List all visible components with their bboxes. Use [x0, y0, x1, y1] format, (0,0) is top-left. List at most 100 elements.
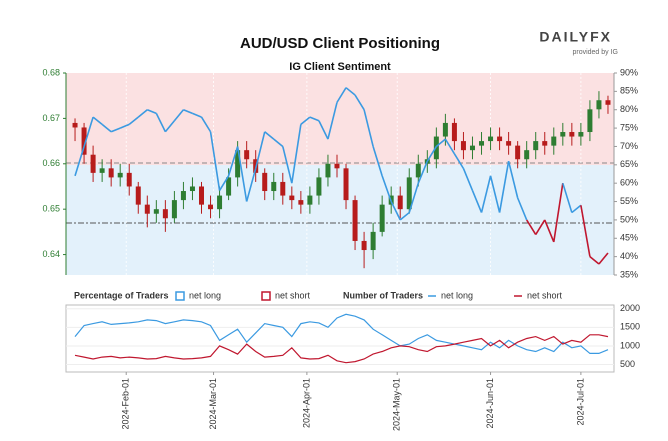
- candle-body: [298, 200, 304, 205]
- candle-body: [542, 141, 548, 146]
- candle-body: [334, 163, 340, 169]
- candle-body: [226, 177, 232, 196]
- pct-line-segment: [291, 124, 302, 184]
- pct-line-segment: [254, 131, 266, 169]
- candle-body: [352, 200, 358, 241]
- pct-line-segment: [462, 168, 474, 191]
- pct-line-segment: [571, 204, 582, 214]
- candle-body: [307, 195, 313, 205]
- candle-body: [235, 150, 241, 178]
- pct-line-segment: [544, 219, 555, 243]
- pct-line-segment: [318, 120, 329, 140]
- y-tick-label: 0.65: [42, 204, 60, 214]
- candle-body: [262, 172, 268, 192]
- pct-line-segment: [471, 190, 483, 213]
- candle-body: [171, 200, 177, 219]
- candle-body: [316, 177, 322, 196]
- pct-line-segment: [426, 146, 438, 162]
- chart-title: AUD/USD Client Positioning: [240, 35, 440, 52]
- candle-body: [469, 145, 475, 151]
- candle-body: [442, 122, 448, 137]
- x-tick-label: 2024-Feb-01: [121, 378, 131, 430]
- candle-body: [506, 141, 512, 146]
- pct-line-segment: [345, 87, 356, 96]
- pct-line-segment: [218, 175, 230, 191]
- candle-body: [198, 186, 204, 205]
- candle-body: [524, 150, 530, 160]
- pct-line-segment: [417, 160, 429, 184]
- candle-body: [406, 177, 412, 210]
- candle-body: [370, 231, 376, 251]
- pct-line-segment: [92, 116, 103, 126]
- candle-body: [108, 168, 114, 178]
- candle-body: [81, 127, 87, 155]
- candle-body: [289, 195, 295, 201]
- legend-swatch: [261, 291, 271, 301]
- pct-line-segment: [273, 138, 284, 148]
- candle-body: [479, 141, 485, 146]
- pct-line-segment: [444, 138, 456, 155]
- pct-line-segment: [498, 161, 510, 213]
- pct-line-segment: [372, 146, 383, 177]
- pct-line-segment: [227, 146, 239, 177]
- pct-line-segment: [336, 87, 347, 103]
- candle-body: [72, 122, 78, 128]
- candle-body: [153, 209, 159, 214]
- candle-body: [533, 141, 539, 151]
- candle-body: [144, 204, 150, 214]
- y2-tick-label: 55%: [620, 196, 638, 206]
- legend-title: Percentage of Traders: [74, 290, 169, 300]
- y2-tick-label: 75%: [620, 122, 638, 132]
- y2-tick-label: 50%: [620, 214, 638, 224]
- y-tick-label: 1000: [620, 340, 640, 350]
- pct-line-segment: [164, 120, 176, 133]
- pct-line-segment: [309, 116, 320, 122]
- pct-line-segment: [209, 131, 221, 191]
- pct-line-segment: [110, 127, 121, 133]
- x-tick-label: 2024-Jun-01: [485, 378, 495, 429]
- pct-line-segment: [128, 116, 139, 126]
- candle-body: [325, 163, 331, 178]
- legend-swatch: [175, 291, 185, 301]
- candle-body: [596, 100, 602, 110]
- candle-body: [90, 154, 96, 173]
- y2-tick-label: 80%: [620, 104, 638, 114]
- candle-body: [99, 168, 105, 173]
- y-tick-label: 500: [620, 359, 635, 369]
- pct-line-segment: [183, 108, 193, 115]
- y2-tick-label: 35%: [620, 269, 638, 279]
- x-tick-label: 2024-Apr-01: [301, 378, 311, 428]
- candle-body: [162, 209, 168, 219]
- candle-body: [397, 195, 403, 210]
- candle-body: [117, 172, 123, 178]
- y2-tick-label: 45%: [620, 233, 638, 243]
- x-tick-label: 2024-Mar-01: [208, 378, 218, 430]
- pct-line-segment: [282, 146, 293, 184]
- legend-label: net long: [189, 290, 221, 300]
- pct-line-segment: [580, 205, 591, 257]
- candle-body: [578, 132, 584, 137]
- candle-body: [569, 132, 575, 137]
- candle-body: [560, 132, 566, 137]
- pct-line-segment: [155, 113, 167, 133]
- pct-line-segment: [101, 123, 112, 133]
- pct-line-segment: [74, 146, 85, 177]
- candle-body: [415, 163, 421, 178]
- candle-body: [217, 195, 223, 210]
- bg-upper: [66, 73, 614, 165]
- candle-body: [551, 136, 557, 146]
- pct-line-segment: [562, 182, 573, 213]
- pct-line-segment: [390, 201, 401, 221]
- candle-body: [208, 204, 214, 210]
- legend-label: net short: [275, 290, 311, 300]
- pct-line-segment: [507, 160, 519, 199]
- y-tick-label: 0.66: [42, 158, 60, 168]
- pct-line-segment: [192, 112, 202, 118]
- pct-line-segment: [535, 219, 546, 236]
- logo-brand: DAILYFX: [539, 29, 612, 45]
- y-tick-label: 1500: [620, 322, 640, 332]
- candle-body: [605, 100, 611, 105]
- pct-line-segment: [83, 116, 94, 147]
- y2-tick-label: 85%: [620, 86, 638, 96]
